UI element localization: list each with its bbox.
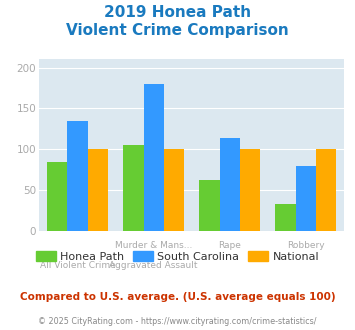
Legend: Honea Path, South Carolina, National: Honea Path, South Carolina, National bbox=[31, 247, 324, 267]
Text: Compared to U.S. average. (U.S. average equals 100): Compared to U.S. average. (U.S. average … bbox=[20, 292, 335, 302]
Text: 2019 Honea Path: 2019 Honea Path bbox=[104, 5, 251, 20]
Text: Rape: Rape bbox=[218, 241, 241, 250]
Text: Aggravated Assault: Aggravated Assault bbox=[109, 261, 198, 270]
Bar bbox=[88, 149, 108, 231]
Bar bbox=[220, 138, 240, 231]
Text: Murder & Mans...: Murder & Mans... bbox=[115, 241, 192, 250]
Bar bbox=[316, 149, 336, 231]
Bar bbox=[164, 149, 184, 231]
Bar bbox=[240, 149, 260, 231]
Bar bbox=[296, 166, 316, 231]
Bar bbox=[143, 84, 164, 231]
Bar bbox=[67, 121, 88, 231]
Bar bbox=[275, 204, 296, 231]
Bar bbox=[47, 162, 67, 231]
Bar bbox=[123, 145, 143, 231]
Text: Violent Crime Comparison: Violent Crime Comparison bbox=[66, 23, 289, 38]
Text: © 2025 CityRating.com - https://www.cityrating.com/crime-statistics/: © 2025 CityRating.com - https://www.city… bbox=[38, 317, 317, 326]
Text: All Violent Crime: All Violent Crime bbox=[40, 261, 115, 270]
Text: Robbery: Robbery bbox=[287, 241, 324, 250]
Bar bbox=[199, 180, 220, 231]
